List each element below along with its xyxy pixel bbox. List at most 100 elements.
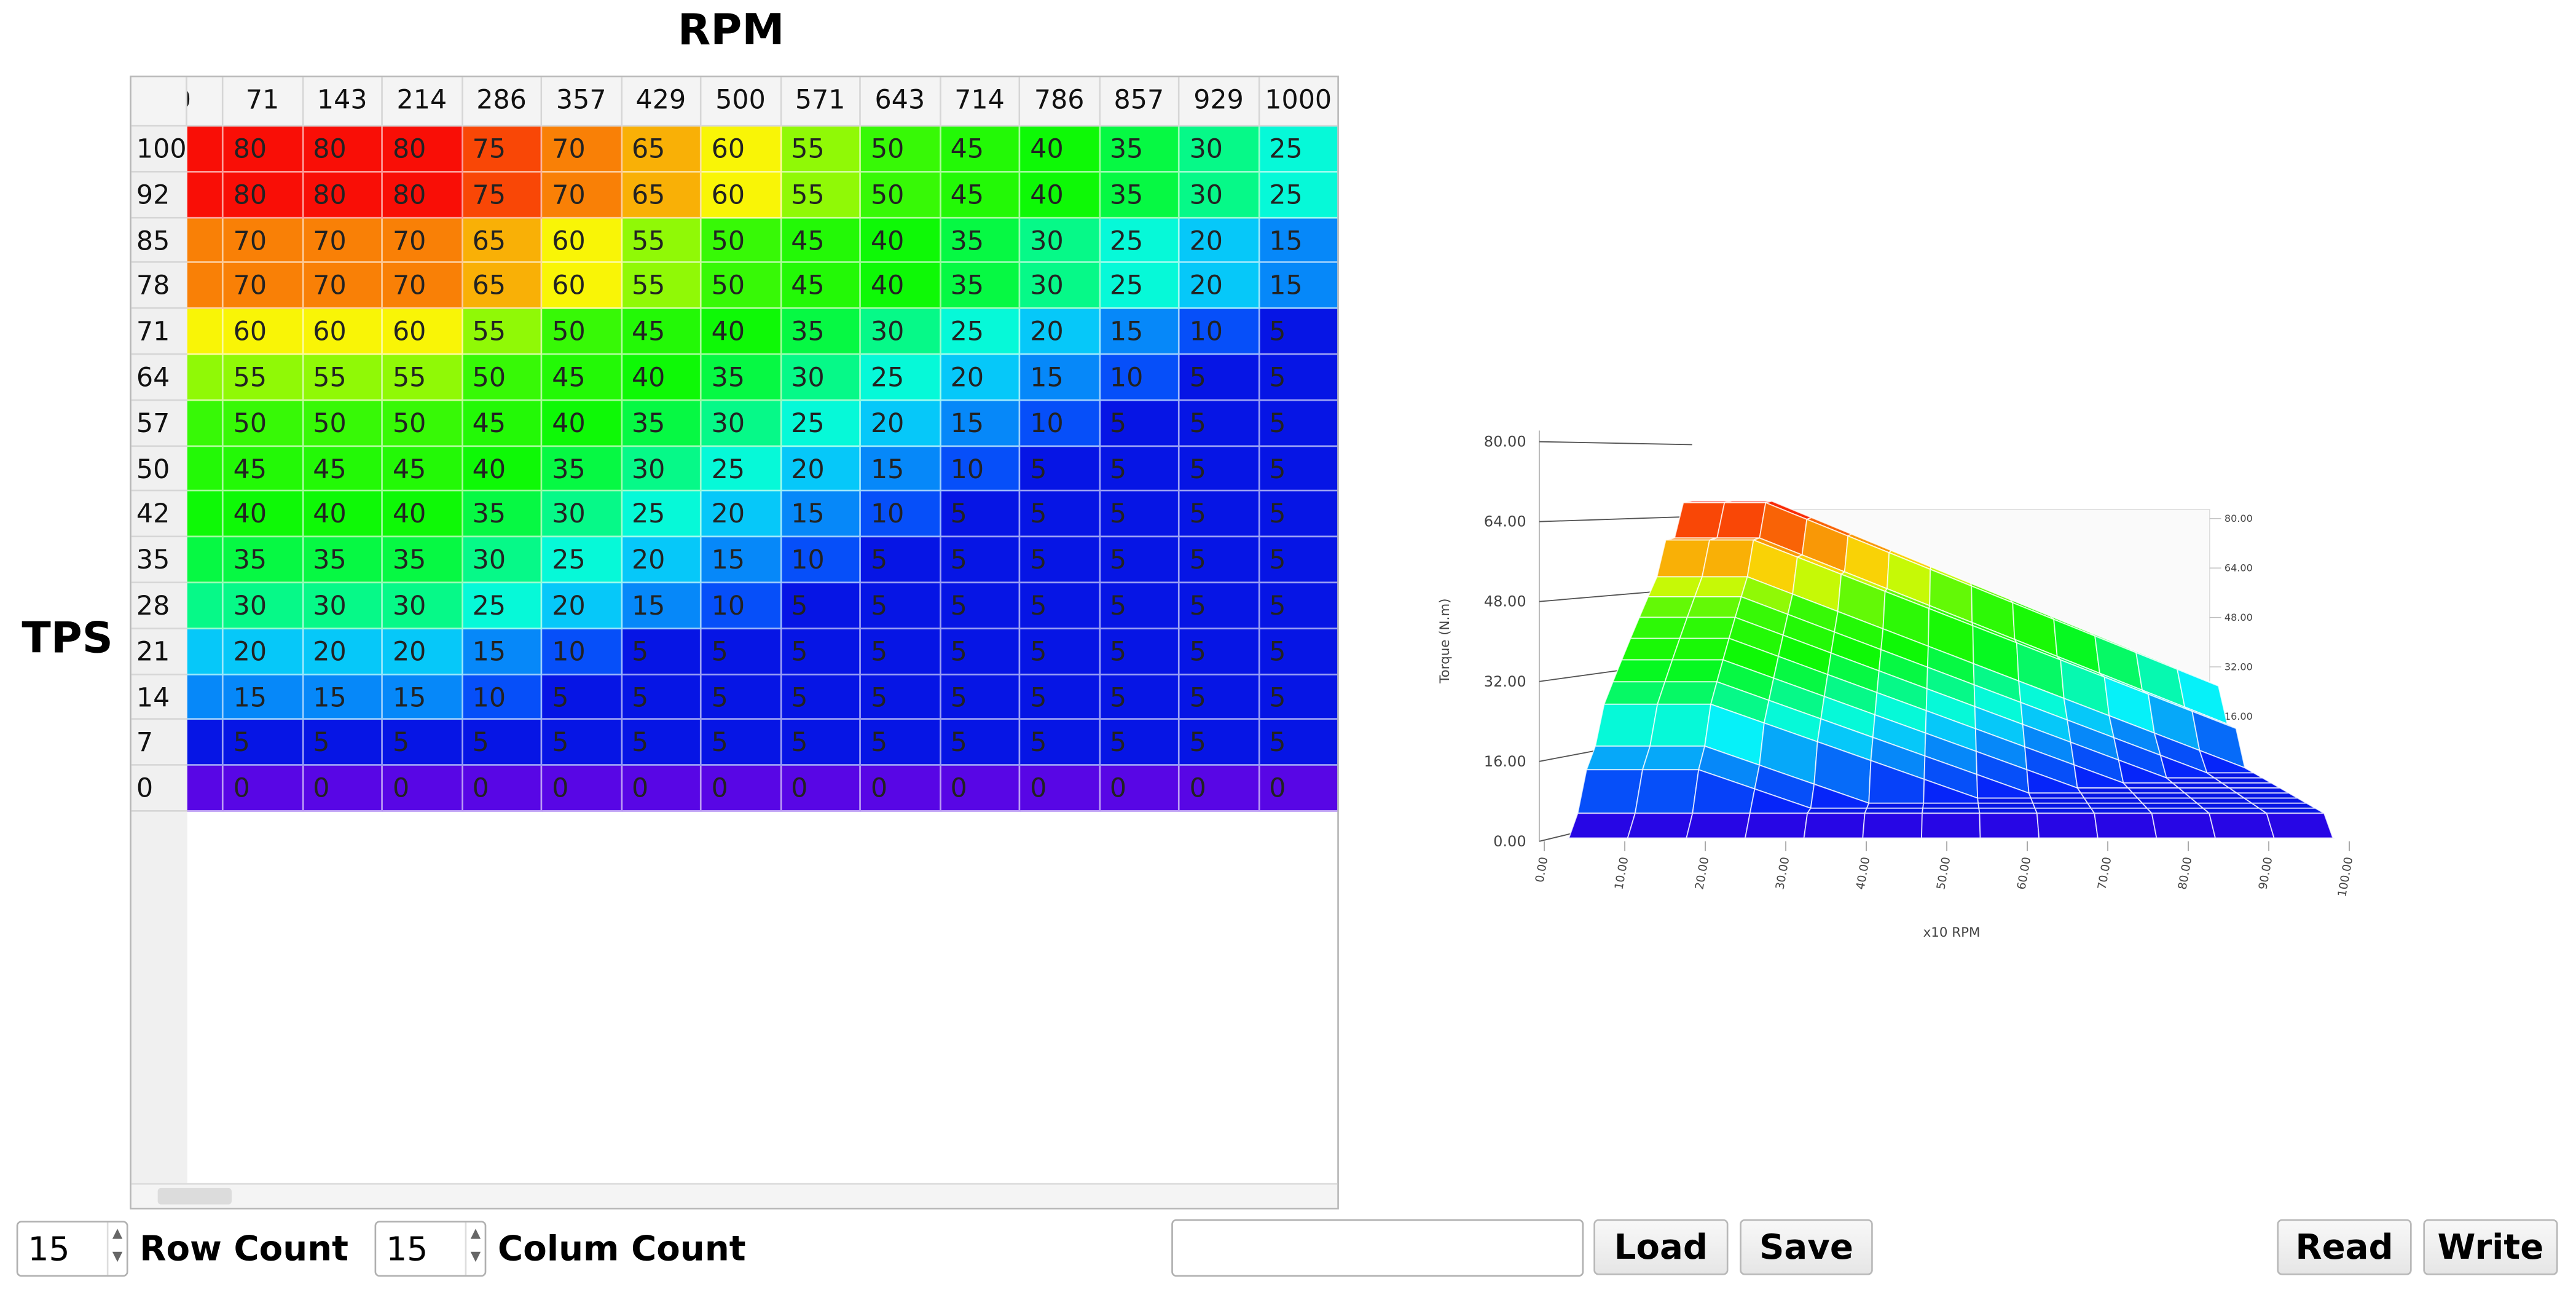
map-cell[interactable]: 0 bbox=[701, 766, 782, 812]
map-cell[interactable]: 65 bbox=[621, 172, 702, 218]
map-cell[interactable]: 15 bbox=[621, 583, 702, 629]
map-cell[interactable]: 30 bbox=[1179, 126, 1260, 173]
map-cell[interactable]: 5 bbox=[1259, 629, 1338, 675]
map-cell[interactable]: 0 bbox=[1259, 766, 1338, 812]
map-cell[interactable]: 45 bbox=[781, 263, 861, 310]
map-cell[interactable]: 35 bbox=[462, 492, 543, 538]
spin-box[interactable]: 15 ▲ ▼ bbox=[16, 1221, 128, 1277]
spin-arrows[interactable]: ▲ ▼ bbox=[106, 1222, 127, 1275]
map-cell[interactable]: 60 bbox=[701, 172, 782, 218]
map-cell[interactable]: 40 bbox=[542, 400, 622, 447]
map-cell[interactable]: 5 bbox=[621, 720, 702, 766]
map-cell[interactable]: 5 bbox=[940, 629, 1021, 675]
map-cell[interactable]: 25 bbox=[940, 309, 1021, 355]
map-cell[interactable]: 70 bbox=[542, 126, 622, 173]
map-cell[interactable]: 5 bbox=[701, 674, 782, 721]
map-cell[interactable]: 5 bbox=[701, 629, 782, 675]
map-cell[interactable]: 30 bbox=[1179, 172, 1260, 218]
map-cell[interactable]: 0 bbox=[542, 766, 622, 812]
map-cell[interactable]: 35 bbox=[382, 537, 463, 584]
map-cell[interactable]: 5 bbox=[382, 720, 463, 766]
map-cell[interactable]: 80 bbox=[223, 172, 304, 218]
map-cell[interactable]: 25 bbox=[860, 355, 941, 401]
map-cell[interactable]: 20 bbox=[1179, 218, 1260, 264]
map-cell[interactable]: 5 bbox=[1259, 537, 1338, 584]
map-cell[interactable]: 55 bbox=[303, 355, 383, 401]
map-cell[interactable]: 5 bbox=[781, 674, 861, 721]
map-cell[interactable]: 20 bbox=[1179, 263, 1260, 310]
map-cell[interactable]: 15 bbox=[1099, 309, 1180, 355]
map-cell[interactable]: 5 bbox=[1179, 537, 1260, 584]
map-cell[interactable]: 30 bbox=[781, 355, 861, 401]
map-cell[interactable]: 45 bbox=[542, 355, 622, 401]
map-cell[interactable]: 0 bbox=[781, 766, 861, 812]
map-cell[interactable]: 45 bbox=[223, 446, 304, 492]
map-cell[interactable]: 75 bbox=[462, 126, 543, 173]
map-cell[interactable]: 0 bbox=[382, 766, 463, 812]
map-cell[interactable]: 20 bbox=[542, 583, 622, 629]
map-cell[interactable]: 5 bbox=[1020, 537, 1100, 584]
map-cell[interactable]: 15 bbox=[781, 492, 861, 538]
map-cell[interactable]: 65 bbox=[462, 218, 543, 264]
map-cell[interactable]: 45 bbox=[940, 126, 1021, 173]
map-cell[interactable]: 55 bbox=[462, 309, 543, 355]
map-cell[interactable]: 30 bbox=[382, 583, 463, 629]
map-cell[interactable]: 5 bbox=[1020, 583, 1100, 629]
h-scrollbar[interactable] bbox=[131, 1183, 1338, 1208]
map-cell[interactable]: 25 bbox=[781, 400, 861, 447]
map-cell[interactable]: 5 bbox=[1179, 583, 1260, 629]
map-cell[interactable]: 15 bbox=[860, 446, 941, 492]
map-cell[interactable]: 80 bbox=[382, 172, 463, 218]
map-cell[interactable]: 0 bbox=[1099, 766, 1180, 812]
map-cell[interactable]: 15 bbox=[940, 400, 1021, 447]
map-cell[interactable]: 55 bbox=[781, 126, 861, 173]
map-cell[interactable]: 30 bbox=[860, 309, 941, 355]
map-cell[interactable]: 5 bbox=[1259, 400, 1338, 447]
map-table[interactable]: 0711432142863574295005716437147868579291… bbox=[130, 75, 1339, 1210]
map-cell[interactable]: 40 bbox=[860, 263, 941, 310]
map-cell[interactable]: 5 bbox=[1099, 400, 1180, 447]
map-cell[interactable]: 50 bbox=[223, 400, 304, 447]
map-cell[interactable]: 5 bbox=[1099, 720, 1180, 766]
map-cell[interactable]: 50 bbox=[860, 172, 941, 218]
map-cell[interactable]: 5 bbox=[940, 720, 1021, 766]
map-cell[interactable]: 50 bbox=[701, 218, 782, 264]
map-cell[interactable]: 5 bbox=[542, 674, 622, 721]
map-cell[interactable]: 50 bbox=[382, 400, 463, 447]
map-cell[interactable]: 5 bbox=[1099, 446, 1180, 492]
map-cell[interactable]: 70 bbox=[542, 172, 622, 218]
map-cell[interactable]: 30 bbox=[1020, 218, 1100, 264]
map-cell[interactable]: 25 bbox=[542, 537, 622, 584]
map-cell[interactable]: 15 bbox=[1259, 263, 1338, 310]
map-cell[interactable]: 5 bbox=[1179, 355, 1260, 401]
map-cell[interactable]: 20 bbox=[1020, 309, 1100, 355]
map-cell[interactable]: 55 bbox=[223, 355, 304, 401]
map-cell[interactable]: 60 bbox=[382, 309, 463, 355]
button[interactable]: Save bbox=[1740, 1219, 1873, 1275]
map-cell[interactable]: 5 bbox=[1020, 492, 1100, 538]
map-cell[interactable]: 5 bbox=[781, 720, 861, 766]
map-cell[interactable]: 20 bbox=[940, 355, 1021, 401]
map-cell[interactable]: 35 bbox=[940, 218, 1021, 264]
map-cell[interactable]: 70 bbox=[223, 218, 304, 264]
map-cell[interactable]: 5 bbox=[1179, 629, 1260, 675]
map-cell[interactable]: 5 bbox=[1179, 674, 1260, 721]
map-cell[interactable]: 5 bbox=[860, 720, 941, 766]
map-cell[interactable]: 0 bbox=[462, 766, 543, 812]
button[interactable]: Read bbox=[2277, 1219, 2412, 1275]
map-cell[interactable]: 25 bbox=[1099, 263, 1180, 310]
map-cell[interactable]: 65 bbox=[621, 126, 702, 173]
map-cell[interactable]: 35 bbox=[223, 537, 304, 584]
map-cell[interactable]: 5 bbox=[781, 629, 861, 675]
map-cell[interactable]: 60 bbox=[223, 309, 304, 355]
map-cell[interactable]: 50 bbox=[462, 355, 543, 401]
map-cell[interactable]: 40 bbox=[223, 492, 304, 538]
map-cell[interactable]: 5 bbox=[940, 492, 1021, 538]
map-cell[interactable]: 5 bbox=[940, 537, 1021, 584]
map-cell[interactable]: 40 bbox=[1020, 126, 1100, 173]
map-cell[interactable]: 50 bbox=[303, 400, 383, 447]
map-cell[interactable]: 10 bbox=[860, 492, 941, 538]
map-cell[interactable]: 20 bbox=[303, 629, 383, 675]
map-cell[interactable]: 30 bbox=[223, 583, 304, 629]
map-cell[interactable]: 5 bbox=[1179, 400, 1260, 447]
